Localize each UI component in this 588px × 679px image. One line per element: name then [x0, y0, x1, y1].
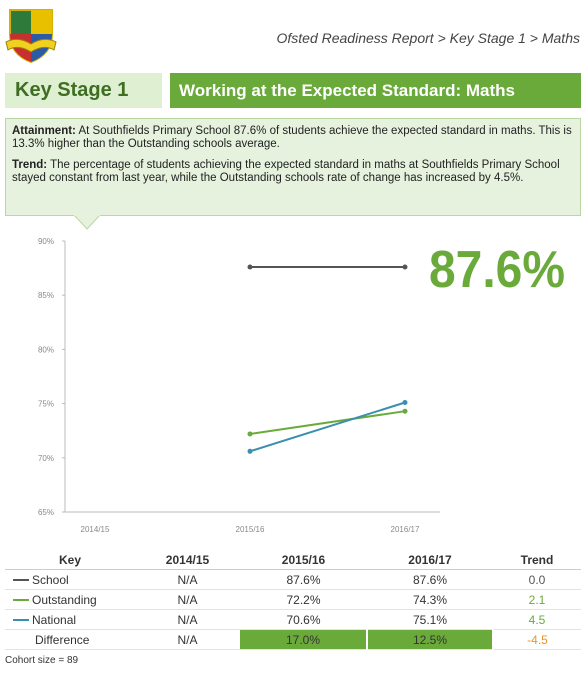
series-line	[249, 410, 406, 435]
table-row: National N/A 70.6% 75.1% 4.5	[5, 609, 581, 630]
table-cell: 4.5	[493, 609, 581, 630]
point	[402, 400, 408, 406]
y-tick-label: 80%	[38, 345, 54, 354]
breadcrumb: Ofsted Readiness Report > Key Stage 1 > …	[276, 30, 580, 46]
column-header: Key	[5, 550, 135, 570]
pointer	[73, 215, 101, 230]
attainment: Attainment: At Southfields Primary Schoo…	[12, 125, 574, 151]
chart: 87.6% 65% 70% 75% 80% 85% 90% 2014/15 2015/16 20…	[38, 215, 565, 534]
table-cell: 74.3%	[367, 589, 493, 610]
table-cell: 87.6%	[240, 569, 367, 590]
table-cell: 17.0%	[240, 629, 368, 650]
point	[402, 408, 408, 414]
series-line	[249, 401, 406, 453]
table-row: School N/A 87.6% 87.6% 0.0	[5, 569, 581, 590]
table-cell: N/A	[135, 609, 240, 630]
cohort-size: Cohort size = 89	[5, 655, 79, 666]
trend-text: The percentage of students achieving the…	[12, 159, 560, 184]
point	[247, 431, 253, 437]
key-swatch	[13, 619, 29, 622]
key-swatch	[13, 599, 29, 602]
key-cell: National	[5, 609, 135, 630]
key-swatch	[13, 579, 29, 582]
column-header: Trend	[493, 550, 581, 570]
table-row: Outstanding N/A 72.2% 74.3% 2.1	[5, 589, 581, 610]
y-tick-label: 75%	[38, 400, 54, 409]
attainment-label: Attainment:	[12, 125, 76, 137]
table-cell: 70.6%	[240, 609, 367, 630]
table-cell: Difference	[5, 629, 135, 650]
table-cell: N/A	[135, 589, 240, 610]
point	[247, 264, 253, 270]
trend: Trend: The percentage of students achiev…	[12, 159, 574, 185]
table-cell: 75.1%	[367, 609, 493, 630]
table-cell: -4.5	[493, 629, 581, 650]
point	[402, 264, 408, 270]
key-name: National	[32, 612, 77, 627]
section-title: Working at the Expected Standard: Maths	[170, 73, 581, 108]
table-cell: 2.1	[493, 589, 581, 610]
section-label: Key Stage 1	[5, 73, 162, 108]
header-row: Key 2014/15 2015/16 2016/17 Trend	[5, 550, 581, 570]
logo	[5, 9, 57, 64]
headline: 87.6%	[429, 241, 565, 299]
column-header: 2014/15	[135, 550, 240, 570]
trend-label: Trend:	[12, 159, 48, 171]
x-tick-label: 2015/16	[236, 525, 265, 534]
summary-box: Attainment: At Southfields Primary Schoo…	[5, 118, 581, 216]
table-cell: 87.6%	[367, 569, 493, 590]
column-header: 2016/17	[367, 550, 493, 570]
key-name: Outstanding	[32, 592, 97, 607]
data-table: Key 2014/15 2015/16 2016/17 Trend School N/A 87…	[5, 550, 581, 650]
table-cell: N/A	[135, 629, 240, 650]
x-tick-label: 2014/15	[81, 525, 110, 534]
table-cell: N/A	[135, 569, 240, 590]
attainment-text: At Southfields Primary School 87.6% of s…	[12, 125, 572, 150]
table-cell: 72.2%	[240, 589, 367, 610]
y-tick-label: 70%	[38, 454, 54, 463]
table-cell: 12.5%	[367, 629, 494, 650]
key-name: School	[32, 572, 69, 587]
column-header: 2015/16	[240, 550, 367, 570]
table-cell: 0.0	[493, 569, 581, 590]
key-cell: Outstanding	[5, 589, 135, 610]
key-cell: School	[5, 569, 135, 590]
difference-row: Difference N/A 17.0% 12.5% -4.5	[5, 629, 581, 650]
x-tick-label: 2016/17	[391, 525, 420, 534]
y-tick-label: 65%	[38, 508, 54, 517]
y-tick-label: 85%	[38, 291, 54, 300]
point	[247, 448, 253, 454]
y-tick-label: 90%	[38, 237, 54, 246]
